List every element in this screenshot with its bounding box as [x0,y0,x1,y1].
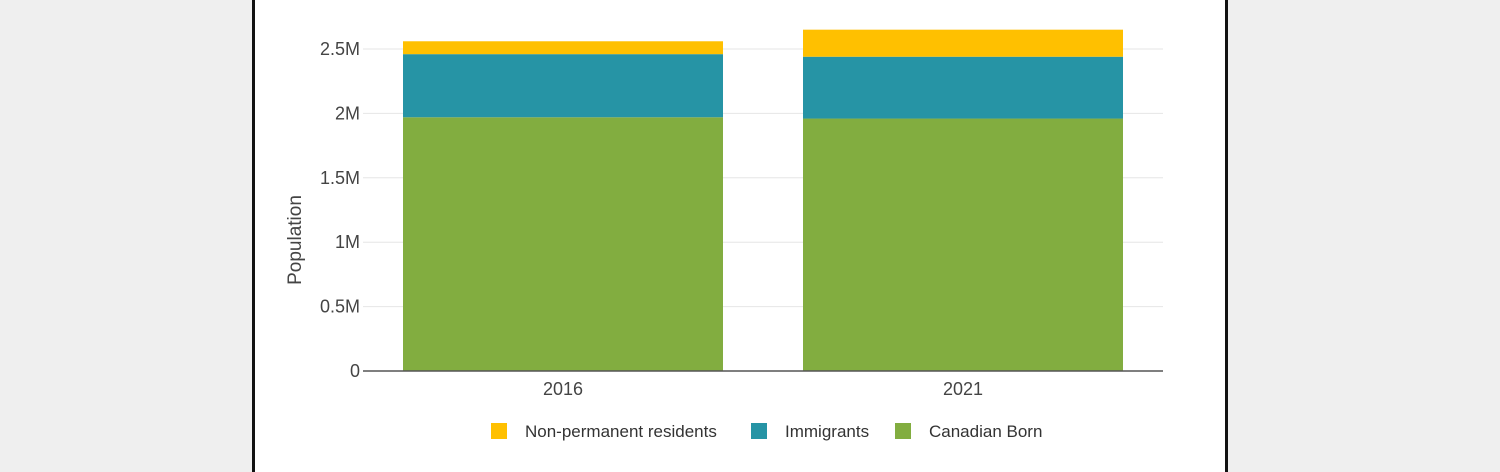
legend-label: Canadian Born [929,422,1042,441]
x-tick-label: 2016 [543,379,583,399]
bar-segment[interactable] [403,54,723,118]
bar-segment[interactable] [803,118,1123,371]
axes: 0 0.5M 1M 1.5M 2M 2.5M 2016 2021 [320,39,1163,399]
legend-item[interactable]: Non-permanent residents [491,422,717,441]
legend-swatch [895,423,911,439]
chart-panel: 0 0.5M 1M 1.5M 2M 2.5M 2016 2021 Population Non… [252,0,1228,472]
legend[interactable]: Non-permanent residents Immigrants Canadia… [491,422,1042,441]
x-tick-label: 2021 [943,379,983,399]
y-tick-label: 2.5M [320,39,360,59]
legend-label: Non-permanent residents [525,422,717,441]
bar-segment[interactable] [803,56,1123,119]
stacked-bar-chart: 0 0.5M 1M 1.5M 2M 2.5M 2016 2021 Population Non… [285,29,1163,441]
y-tick-label: 1.5M [320,168,360,188]
y-tick-label: 2M [335,103,360,123]
bar-segment[interactable] [403,117,723,371]
legend-item[interactable]: Canadian Born [895,422,1042,441]
y-tick-label: 0 [350,361,360,381]
y-axis-title: Population [285,195,306,285]
y-tick-label: 1M [335,232,360,252]
bar-segment[interactable] [403,41,723,55]
y-tick-label: 0.5M [320,297,360,317]
legend-label: Immigrants [785,422,869,441]
bars [403,29,1123,371]
legend-item[interactable]: Immigrants [751,422,869,441]
legend-swatch [491,423,507,439]
legend-swatch [751,423,767,439]
bar-segment[interactable] [803,29,1123,57]
